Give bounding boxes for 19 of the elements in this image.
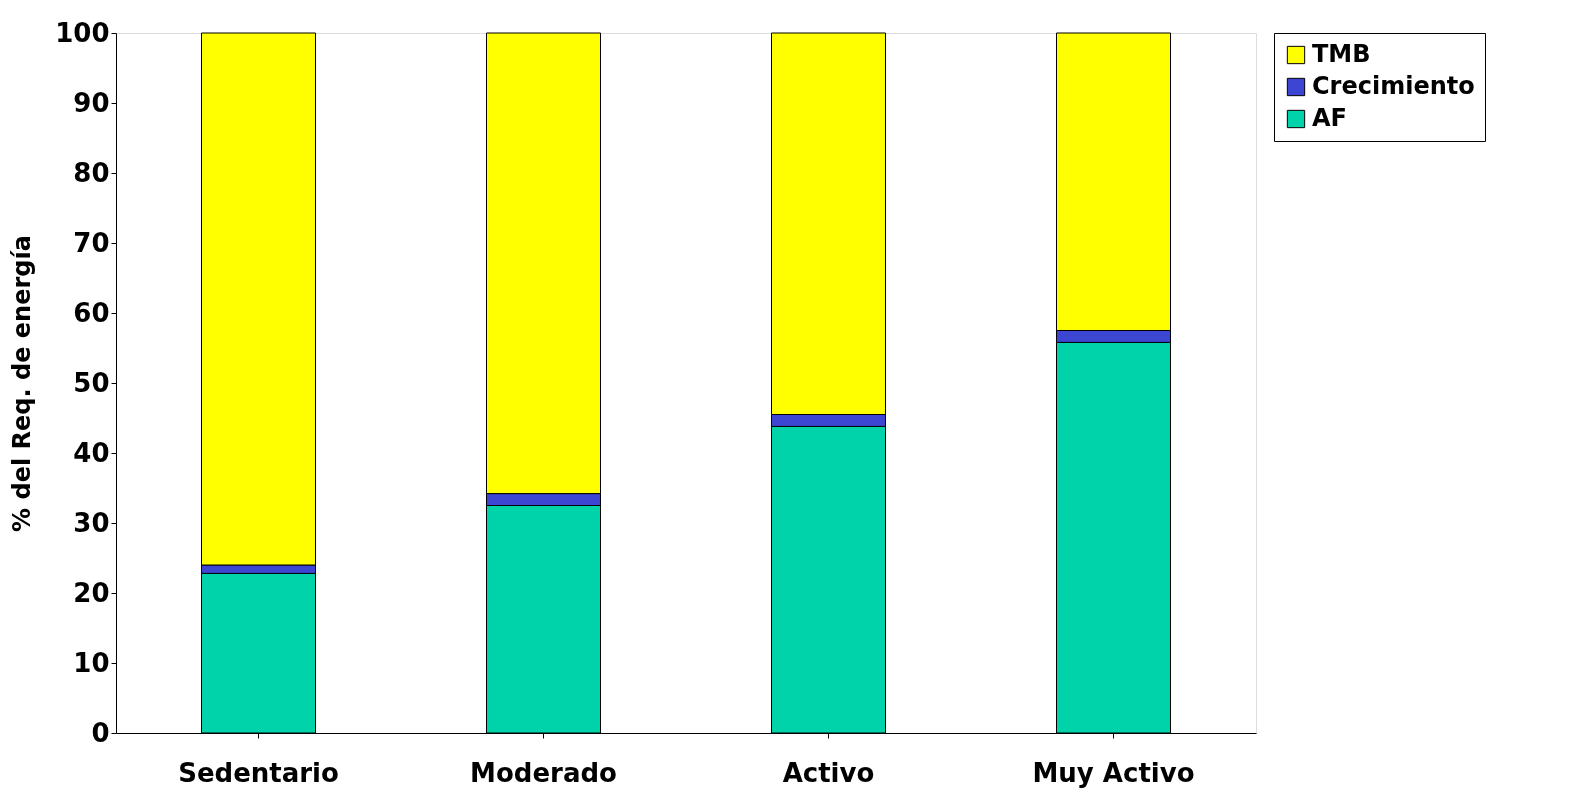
- legend-label: TMB: [1312, 40, 1371, 68]
- y-tick-label: 20: [73, 577, 110, 608]
- x-tick-label: Activo: [782, 757, 875, 788]
- y-tick-label: 30: [73, 507, 110, 538]
- y-tick-label: 90: [73, 87, 110, 118]
- y-tick-label: 10: [73, 647, 110, 678]
- y-tick-label: 60: [73, 297, 110, 328]
- y-tick-label: 80: [73, 157, 110, 188]
- x-tick-label: Muy Activo: [1032, 757, 1195, 788]
- y-tick-label: 100: [55, 17, 110, 48]
- y-tick-label: 0: [91, 717, 110, 748]
- x-tick-label: Sedentario: [178, 757, 339, 788]
- y-tick-label: 50: [73, 367, 110, 398]
- legend-label: AF: [1312, 104, 1347, 132]
- y-axis-title: % del Req. de energía: [8, 235, 37, 532]
- legend-label: Crecimiento: [1312, 72, 1475, 100]
- y-tick-label: 70: [73, 227, 110, 258]
- x-tick-label: Moderado: [470, 757, 617, 788]
- y-tick-label: 40: [73, 437, 110, 468]
